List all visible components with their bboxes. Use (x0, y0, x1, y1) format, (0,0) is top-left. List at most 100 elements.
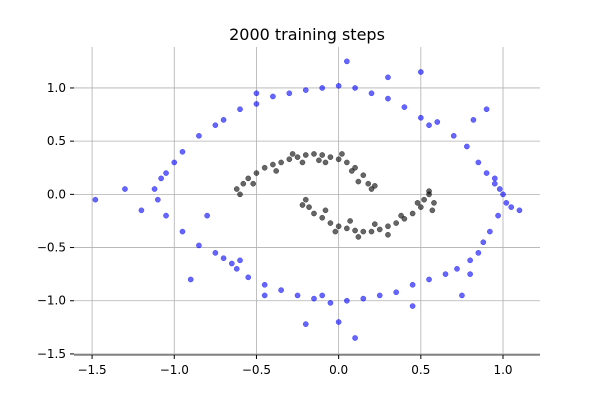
point (385, 223, 391, 230)
point (286, 90, 293, 97)
point (163, 212, 169, 219)
point (270, 161, 276, 168)
point (483, 106, 490, 113)
point (409, 303, 416, 309)
point (360, 172, 367, 179)
point (365, 180, 372, 187)
point (376, 226, 383, 233)
point (508, 204, 515, 210)
point (245, 274, 252, 281)
point (163, 170, 169, 176)
point (233, 186, 240, 192)
point (319, 214, 326, 221)
point (233, 265, 240, 272)
point (92, 196, 99, 203)
point (253, 101, 260, 107)
x-tick-label: −1.5 (78, 363, 107, 377)
point (335, 223, 342, 230)
point (327, 154, 334, 160)
point (289, 151, 296, 157)
point (261, 164, 268, 171)
point (487, 228, 493, 235)
point (294, 154, 301, 160)
point (319, 292, 326, 299)
point (278, 159, 284, 166)
point (253, 90, 260, 97)
point (426, 122, 432, 129)
point (398, 212, 404, 219)
point (196, 132, 202, 139)
point (316, 157, 322, 164)
point (319, 85, 326, 91)
point (302, 196, 309, 203)
point (450, 132, 457, 139)
point (270, 93, 276, 100)
point (401, 104, 408, 110)
point (352, 335, 358, 341)
point (228, 260, 235, 267)
point (344, 58, 350, 65)
x-tick-label: 1.0 (493, 363, 512, 377)
point (204, 212, 210, 219)
point (154, 196, 161, 203)
point (347, 218, 353, 224)
x-tick-label: 0.0 (329, 363, 348, 377)
point (261, 292, 268, 299)
point (187, 276, 194, 283)
point (319, 152, 326, 158)
point (393, 289, 400, 296)
point (327, 220, 334, 226)
point (171, 159, 178, 166)
y-tick-label: −0.5 (37, 241, 66, 255)
point (491, 175, 498, 182)
point (302, 152, 309, 158)
point (516, 207, 523, 214)
point (237, 191, 243, 198)
point (311, 151, 317, 157)
point (500, 191, 506, 198)
point (467, 257, 473, 264)
point (426, 276, 432, 283)
point (344, 297, 350, 304)
point (368, 90, 375, 97)
point (393, 220, 400, 226)
point (385, 95, 391, 102)
point (470, 117, 477, 123)
point (376, 292, 383, 299)
point (240, 180, 247, 187)
point (371, 182, 378, 189)
point (355, 234, 362, 240)
x-tick-label: −0.5 (242, 363, 271, 377)
point (245, 175, 252, 182)
point (311, 295, 317, 302)
point (299, 159, 306, 166)
x-tick-label: 0.5 (411, 363, 430, 377)
point (417, 69, 424, 75)
point (294, 292, 301, 299)
y-tick-label: 1.0 (47, 81, 66, 95)
point (360, 295, 367, 302)
point (371, 221, 378, 227)
point (138, 207, 145, 214)
point (348, 168, 355, 174)
point (417, 204, 424, 210)
y-tick-label: 0.5 (47, 134, 66, 148)
point (196, 242, 202, 249)
point (417, 114, 424, 121)
point (322, 159, 329, 166)
point (409, 281, 416, 288)
point (273, 168, 280, 174)
point (355, 178, 362, 185)
point (495, 212, 501, 219)
chart-title: 2000 training steps (229, 25, 385, 44)
point (431, 200, 437, 206)
point (483, 170, 490, 176)
point (344, 225, 350, 232)
point (278, 287, 284, 293)
point (237, 106, 243, 113)
point (464, 143, 470, 150)
point (158, 175, 164, 182)
point (212, 250, 219, 256)
y-tick-label: 0.0 (47, 187, 66, 201)
point (352, 227, 358, 234)
